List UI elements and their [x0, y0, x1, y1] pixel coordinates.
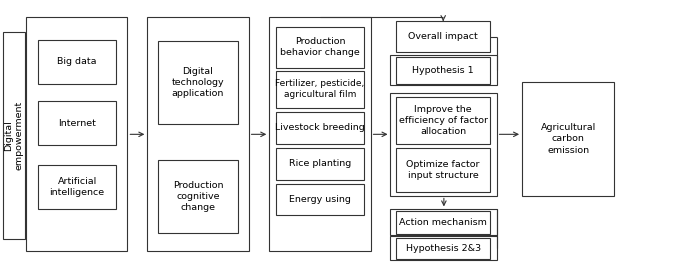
Bar [276, 184, 364, 215]
Bar [158, 41, 238, 124]
Text: Action mechanism: Action mechanism [399, 218, 487, 227]
Text: Big data: Big data [58, 57, 97, 66]
Bar [38, 165, 116, 209]
Text: Livestock breeding: Livestock breeding [275, 123, 365, 132]
Text: Overall impact: Overall impact [408, 32, 478, 41]
Bar [38, 40, 116, 84]
Text: Hypothesis 2&3: Hypothesis 2&3 [406, 244, 481, 253]
Text: Improve the
efficiency of factor
allocation: Improve the efficiency of factor allocat… [399, 105, 488, 136]
Bar [147, 17, 249, 251]
Bar [276, 112, 364, 144]
Text: Hypothesis 1: Hypothesis 1 [412, 66, 474, 75]
Bar [276, 71, 364, 108]
Bar [390, 55, 497, 85]
Text: Optimize factor
input structure: Optimize factor input structure [406, 160, 480, 180]
Text: Artificial
intelligence: Artificial intelligence [49, 177, 105, 197]
Text: Fertilizer, pesticide,
agricultural film: Fertilizer, pesticide, agricultural film [275, 79, 364, 99]
Bar [396, 238, 490, 259]
Bar [390, 236, 497, 260]
Bar [396, 211, 490, 234]
Text: Production
behavior change: Production behavior change [280, 37, 360, 57]
Text: Internet: Internet [58, 119, 96, 127]
Text: Digital
empowerment: Digital empowerment [3, 101, 24, 170]
Text: Energy using: Energy using [289, 195, 351, 204]
Bar [158, 160, 238, 233]
Text: Agricultural
carbon
emission: Agricultural carbon emission [540, 123, 596, 155]
Bar [269, 17, 371, 251]
Bar [396, 57, 490, 84]
Bar [3, 32, 25, 239]
Bar [396, 97, 490, 144]
Text: Digital
technology
application: Digital technology application [172, 67, 224, 98]
Bar [396, 21, 490, 52]
Text: Rice planting: Rice planting [289, 159, 351, 168]
Bar [276, 148, 364, 180]
Bar [390, 93, 497, 196]
Bar [396, 148, 490, 192]
Bar [26, 17, 127, 251]
Bar [38, 101, 116, 145]
Bar [390, 209, 497, 235]
Bar [276, 27, 364, 68]
Bar [522, 82, 614, 196]
Text: Production
cognitive
change: Production cognitive change [173, 181, 223, 212]
